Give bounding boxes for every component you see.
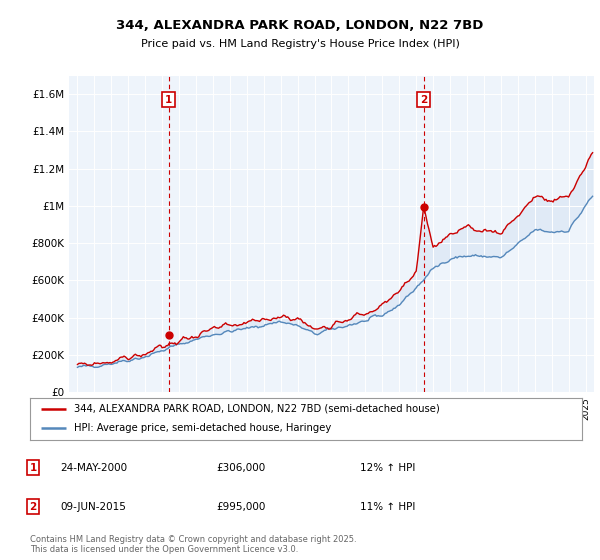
Text: £306,000: £306,000 [216, 463, 265, 473]
Text: HPI: Average price, semi-detached house, Haringey: HPI: Average price, semi-detached house,… [74, 423, 331, 433]
Text: 1: 1 [165, 95, 172, 105]
Text: 344, ALEXANDRA PARK ROAD, LONDON, N22 7BD: 344, ALEXANDRA PARK ROAD, LONDON, N22 7B… [116, 18, 484, 32]
Text: 09-JUN-2015: 09-JUN-2015 [60, 502, 126, 512]
Text: 344, ALEXANDRA PARK ROAD, LONDON, N22 7BD (semi-detached house): 344, ALEXANDRA PARK ROAD, LONDON, N22 7B… [74, 404, 440, 414]
Text: 2: 2 [420, 95, 427, 105]
Text: 24-MAY-2000: 24-MAY-2000 [60, 463, 127, 473]
Text: 12% ↑ HPI: 12% ↑ HPI [360, 463, 415, 473]
Text: Price paid vs. HM Land Registry's House Price Index (HPI): Price paid vs. HM Land Registry's House … [140, 39, 460, 49]
Text: 1: 1 [29, 463, 37, 473]
Text: 2: 2 [29, 502, 37, 512]
Text: £995,000: £995,000 [216, 502, 265, 512]
Text: Contains HM Land Registry data © Crown copyright and database right 2025.
This d: Contains HM Land Registry data © Crown c… [30, 535, 356, 554]
Text: 11% ↑ HPI: 11% ↑ HPI [360, 502, 415, 512]
